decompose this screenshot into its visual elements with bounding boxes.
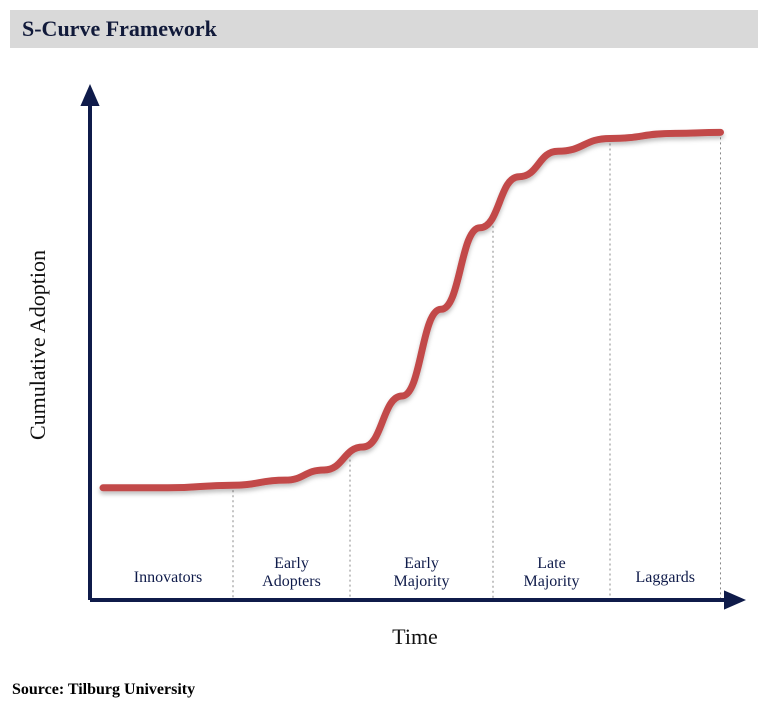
segment-label: Majority — [524, 573, 580, 590]
segment-label: Late — [537, 555, 565, 572]
segment-label: Adopters — [262, 573, 321, 590]
x-axis-arrow — [724, 590, 746, 609]
segment-label: Majority — [394, 573, 450, 590]
segment-label: Laggards — [635, 569, 695, 586]
s-curve-chart: InnovatorsEarlyAdoptersEarlyMajorityLate… — [10, 70, 758, 670]
title-bar: S-Curve Framework — [10, 10, 758, 48]
page-title: S-Curve Framework — [22, 16, 217, 41]
segment-label: Early — [404, 555, 439, 572]
x-axis-label: Time — [392, 624, 438, 649]
segment-label: Early — [274, 555, 309, 572]
y-axis-arrow — [80, 84, 99, 106]
source-text: Source: Tilburg University — [12, 681, 195, 699]
y-axis-label: Cumulative Adoption — [25, 250, 50, 440]
s-curve — [103, 132, 721, 487]
segment-label: Innovators — [134, 569, 202, 586]
